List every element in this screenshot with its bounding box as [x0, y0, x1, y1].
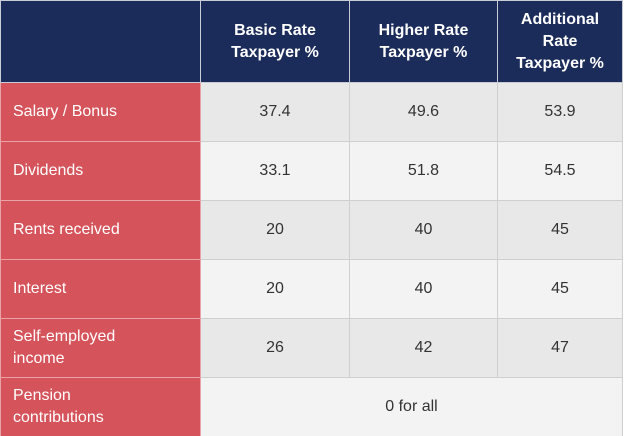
column-header: Basic Rate Taxpayer % — [200, 0, 350, 83]
value-cell: 49.6 — [349, 82, 498, 142]
value-cell: 26 — [200, 318, 350, 378]
row-label-text: Salary / Bonus — [13, 103, 118, 120]
value-cell: 47 — [497, 318, 623, 378]
value-cell: 0 for all — [200, 377, 623, 436]
value-cell: 51.8 — [349, 141, 498, 201]
row-label-text: Self-employed income — [13, 328, 116, 367]
row-label: Interest — [0, 259, 201, 319]
column-header-text: Additional Rate Taxpayer % — [516, 10, 604, 72]
table-row: Salary / Bonus 37.4 49.6 53.9 — [0, 82, 623, 142]
value-cell: 40 — [349, 259, 498, 319]
table-row: Self-employed income 26 42 47 — [0, 318, 623, 378]
value-cell: 45 — [497, 200, 623, 260]
value-cell: 20 — [200, 200, 350, 260]
table-row: Rents received 20 40 45 — [0, 200, 623, 260]
row-label-text: Interest — [13, 280, 67, 297]
value-cell: 37.4 — [200, 82, 350, 142]
row-label: Salary / Bonus — [0, 82, 201, 142]
corner-cell — [0, 0, 201, 83]
value-cell: 53.9 — [497, 82, 623, 142]
column-header: Additional Rate Taxpayer % — [497, 0, 623, 83]
value-cell: 33.1 — [200, 141, 350, 201]
value-cell: 45 — [497, 259, 623, 319]
column-header-text: Higher Rate Taxpayer % — [378, 21, 469, 61]
value-cell: 40 — [349, 200, 498, 260]
table-row: Dividends 33.1 51.8 54.5 — [0, 141, 623, 201]
table-row: Interest 20 40 45 — [0, 259, 623, 319]
row-label: Pension contributions — [0, 377, 201, 436]
row-label: Dividends — [0, 141, 201, 201]
row-label-text: Rents received — [13, 221, 120, 238]
row-label: Rents received — [0, 200, 201, 260]
value-cell: 42 — [349, 318, 498, 378]
column-header: Higher Rate Taxpayer % — [349, 0, 498, 83]
table-row: Pension contributions 0 for all — [0, 377, 623, 436]
value-cell: 20 — [200, 259, 350, 319]
header-row: Basic Rate Taxpayer % Higher Rate Taxpaye… — [0, 0, 623, 83]
row-label-text: Dividends — [13, 162, 84, 179]
row-label-text: Pension contributions — [13, 387, 104, 426]
column-header-text: Basic Rate Taxpayer % — [231, 21, 319, 61]
row-label: Self-employed income — [0, 318, 201, 378]
value-cell: 54.5 — [497, 141, 623, 201]
